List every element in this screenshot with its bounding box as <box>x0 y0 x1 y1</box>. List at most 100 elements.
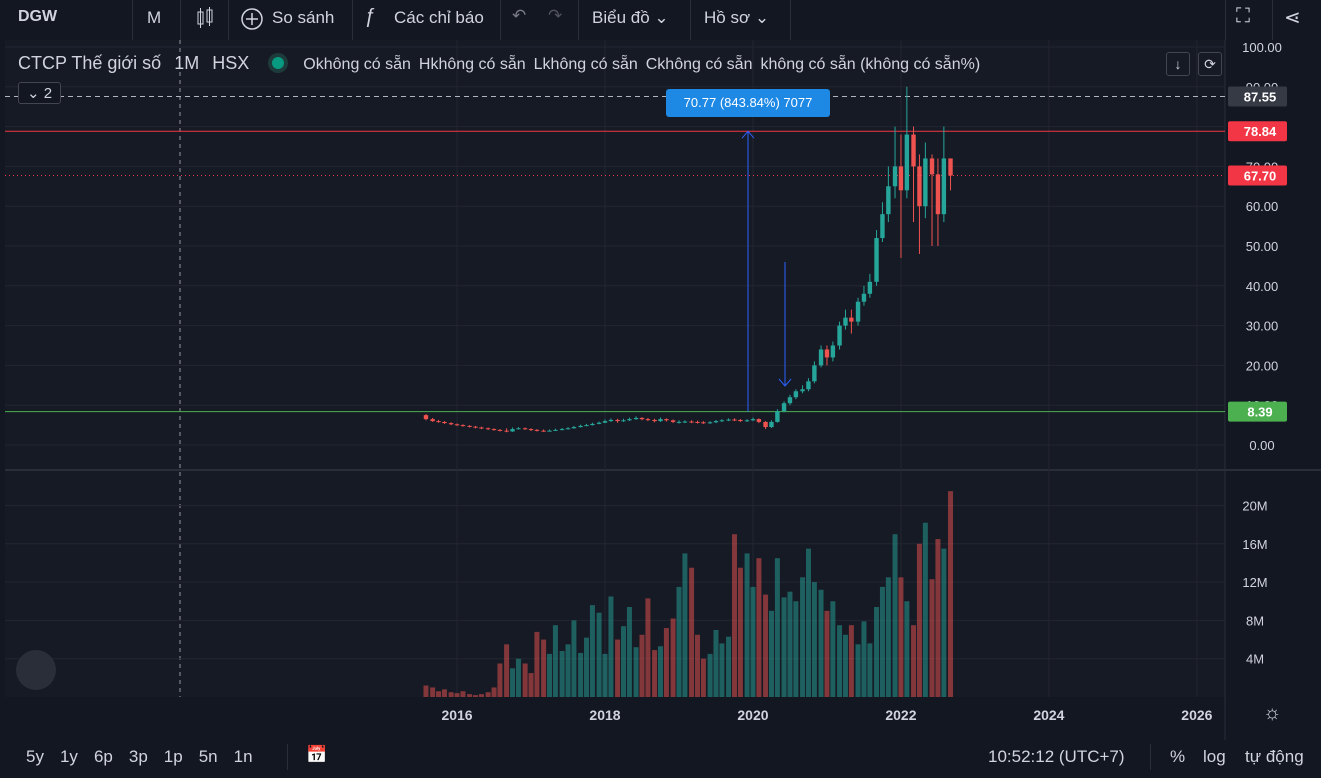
volume-bar <box>879 586 885 697</box>
percent-toggle[interactable]: % <box>1170 747 1186 766</box>
volume-bar <box>658 646 664 697</box>
candle-body <box>898 166 904 191</box>
candle-body <box>800 389 805 392</box>
separator <box>228 0 229 40</box>
candle-body <box>584 425 589 427</box>
candle-icon[interactable] <box>194 6 216 30</box>
candle-body <box>775 411 780 422</box>
volume-bar <box>707 653 713 697</box>
candle-body <box>448 423 454 425</box>
fullscreen[interactable]: ⛶ <box>1236 5 1250 27</box>
separator <box>1225 0 1226 40</box>
candle-body <box>861 293 867 302</box>
range-button[interactable]: 1y <box>59 747 78 766</box>
volume-bar <box>454 693 460 697</box>
volume-bar <box>430 687 436 697</box>
volume-bar <box>633 647 639 697</box>
volume-bar <box>460 691 466 697</box>
candle-body <box>904 134 910 191</box>
range-button[interactable]: 5n <box>198 747 218 766</box>
compare-button[interactable]: So sánh <box>272 8 335 27</box>
x-tick-label: 2018 <box>589 707 620 723</box>
volume-bar <box>497 663 503 697</box>
volume-bar <box>874 607 880 697</box>
candle-body <box>923 158 928 207</box>
candle-body <box>744 420 750 422</box>
range-button[interactable]: 3p <box>128 747 148 766</box>
volume-bar <box>448 692 454 697</box>
separator <box>500 0 501 40</box>
chart-menu-label: Biểu đồ <box>592 8 650 27</box>
indicators-button[interactable]: Các chỉ báo <box>394 8 484 27</box>
candle-body <box>436 421 441 423</box>
range-button[interactable]: 1n <box>233 747 253 766</box>
candle-body <box>423 415 429 420</box>
y-tick-label: 30.00 <box>1246 319 1279 334</box>
compare-icon[interactable] <box>240 7 264 31</box>
volume-bar <box>750 586 756 697</box>
profile-menu[interactable]: Hồ sơ ⌄ <box>704 8 770 27</box>
volume-bar <box>855 644 861 697</box>
candle-body <box>522 428 528 430</box>
y-tick-label: 20.00 <box>1246 358 1279 373</box>
logo[interactable] <box>16 650 56 690</box>
candle-body <box>781 403 787 412</box>
candle-body <box>867 281 873 294</box>
y-tick-label: 100.00 <box>1242 40 1282 55</box>
volume-bar <box>663 628 669 697</box>
candle-body <box>504 430 509 432</box>
candle-body <box>713 421 719 423</box>
range-button[interactable]: 5y <box>26 747 44 766</box>
volume-bar <box>948 491 954 697</box>
candle-body <box>689 421 694 423</box>
volume-bar <box>565 644 571 697</box>
auto-toggle[interactable]: tự động <box>1245 747 1304 766</box>
candle-body <box>732 419 737 421</box>
candle-body <box>855 301 861 322</box>
volume-bar <box>719 643 725 697</box>
volume-bar <box>615 639 621 697</box>
volume-bar <box>941 548 947 697</box>
candle-body <box>565 428 571 430</box>
undo[interactable]: ↶ <box>512 6 527 25</box>
symbol[interactable]: DGW <box>18 8 58 25</box>
indicator-icon[interactable]: ƒ <box>364 5 376 27</box>
volume-bar <box>547 653 553 697</box>
volume-bar <box>842 634 848 697</box>
log-toggle[interactable]: log <box>1203 747 1226 766</box>
volume-bar <box>800 577 806 697</box>
range-button[interactable]: 1p <box>163 747 183 766</box>
candle-body <box>830 345 836 358</box>
separator <box>578 0 579 40</box>
legend-name: CTCP Thế giới số <box>18 53 162 73</box>
volume-bar <box>713 629 719 697</box>
volume-bar <box>811 582 817 697</box>
candle-body <box>793 391 799 398</box>
range-button[interactable]: 6p <box>93 747 113 766</box>
price-badge <box>1228 401 1287 422</box>
y-tick-label: 40.00 <box>1246 279 1279 294</box>
range-buttons: 5y 1y 6p 3p 1p 5n 1n <box>26 747 269 767</box>
legend-exchange: HSX <box>212 53 250 73</box>
chart-menu[interactable]: Biểu đồ ⌄ <box>592 8 669 27</box>
scroll-button[interactable]: ↓ <box>1166 52 1190 76</box>
candle-body <box>652 419 657 422</box>
redo[interactable]: ↷ <box>548 6 563 25</box>
candle-body <box>763 421 768 428</box>
separator <box>132 0 133 40</box>
candle-body <box>547 430 552 432</box>
reset-button[interactable]: ⟳ <box>1198 52 1222 76</box>
candle-body <box>497 429 503 431</box>
collapse-button[interactable]: ⌄ 2 <box>18 82 62 104</box>
volume-bar <box>645 598 651 697</box>
price-badge <box>1228 121 1287 142</box>
settings[interactable]: ☼ <box>1263 702 1282 724</box>
volume-bar <box>510 668 516 697</box>
interval-button[interactable]: M <box>147 8 162 27</box>
y-tick-label: 60.00 <box>1246 199 1279 214</box>
candle-body <box>806 381 811 390</box>
date-range[interactable]: 📅 <box>306 745 328 764</box>
volume-bar <box>504 644 510 697</box>
volume-bar <box>731 534 737 697</box>
share[interactable]: ⋖ <box>1284 7 1301 29</box>
